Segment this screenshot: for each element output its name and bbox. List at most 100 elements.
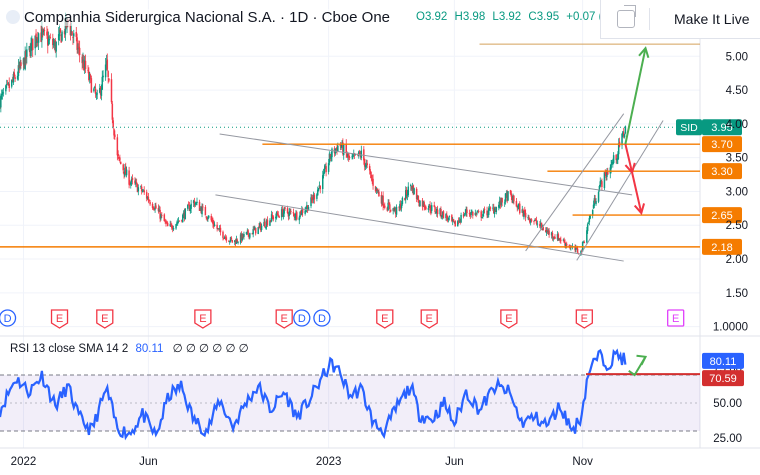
candle-body-39: [43, 30, 46, 31]
candle-body-227: [264, 226, 267, 228]
candle-body-16: [17, 65, 20, 77]
candle-body-84: [96, 93, 98, 95]
candle-body-63: [72, 37, 74, 38]
candle-body-175: [204, 206, 207, 216]
candle-body-188: [218, 228, 221, 230]
candle-body-231: [270, 220, 272, 222]
candle-body-449: [524, 212, 527, 218]
candle-body-434: [507, 191, 509, 201]
candle-body-264: [307, 207, 310, 211]
candle-body-80: [93, 88, 95, 92]
candle-body-130: [151, 203, 154, 209]
make-it-live-button[interactable]: Make It Live: [600, 0, 760, 39]
candle-body-309: [360, 150, 363, 158]
candle-body-450: [527, 216, 529, 219]
candle-body-125: [145, 192, 148, 199]
candle-body-265: [310, 197, 312, 207]
candle-body-451: [528, 216, 530, 218]
time-tick-4: Nov: [572, 456, 593, 468]
dividend-marker-label-0: D: [4, 313, 12, 325]
candle-body-294: [342, 144, 345, 156]
rsi-legend: RSI 13 close SMA 14 2 80.11 ∅ ∅ ∅ ∅ ∅ ∅: [10, 341, 249, 355]
candle-body-180: [210, 215, 213, 221]
earnings-marker-11: [667, 309, 685, 327]
candle-body-96: [111, 103, 114, 120]
candle-body-260: [304, 210, 306, 214]
candle-body-112: [130, 182, 132, 185]
candle-body-214: [249, 233, 251, 238]
candle-body-433: [506, 193, 508, 202]
candle-body-239: [278, 216, 280, 218]
candle-body-272: [317, 188, 320, 191]
candle-body-456: [534, 220, 536, 221]
candle-body-33: [36, 37, 39, 41]
candle-body-354: [413, 188, 415, 195]
candle-body-254: [296, 212, 298, 220]
candle-body-387: [452, 219, 455, 222]
candle-body-43: [48, 39, 51, 41]
earnings-marker-label-9: E: [505, 313, 512, 325]
candle-body-79: [90, 78, 93, 93]
candle-body-183: [213, 223, 215, 227]
candle-body-380: [445, 214, 447, 219]
candle-body-290: [339, 144, 342, 147]
candle-body-448: [524, 209, 526, 213]
candle-body-284: [331, 148, 333, 158]
candle-body-83: [95, 94, 98, 96]
candle-body-207: [241, 233, 244, 241]
candle-body-230: [269, 220, 271, 226]
divider: [649, 8, 650, 30]
candle-body-396: [463, 214, 466, 216]
candle-body-22: [24, 51, 26, 70]
candle-body-444: [519, 203, 521, 214]
earnings-marker-label-4: E: [281, 313, 288, 325]
candle-body-325: [380, 194, 383, 204]
candle-body-478: [559, 238, 561, 240]
candle-body-201: [234, 241, 237, 244]
axes: 3.70 3.30 2.65 2.18 SID 3.95 5.00 4.50 4.00 3.50 3…: [11, 51, 748, 468]
candle-body-416: [487, 214, 489, 215]
candle-body-523: [612, 162, 614, 164]
candle-body-296: [346, 153, 348, 157]
candle-body-418: [488, 207, 491, 209]
candle-body-266: [311, 197, 313, 200]
candle-body-17: [18, 65, 21, 69]
candle-body-360: [421, 200, 424, 207]
candle-body-402: [470, 211, 472, 215]
candle-body-72: [83, 60, 85, 71]
chart-title[interactable]: Companhia Siderurgica Nacional S.A. · 1D…: [24, 9, 391, 26]
candle-body-245: [286, 208, 289, 214]
candle-body-174: [202, 206, 204, 208]
candle-body-346: [404, 190, 407, 200]
candle-body-178: [207, 218, 209, 220]
candle-body-534: [624, 126, 627, 134]
candle-body-426: [498, 200, 501, 206]
candle-body-359: [419, 200, 421, 207]
candle-body-435: [509, 190, 512, 194]
candle-body-329: [384, 205, 386, 208]
candle-body-408: [477, 211, 479, 213]
candle-body-216: [252, 229, 254, 235]
level-tag-3.70: 3.70: [711, 139, 732, 151]
price-tick-2: 4.00: [726, 119, 748, 131]
candle-body-378: [441, 211, 444, 217]
candle-body-270: [316, 194, 318, 199]
candle-body-391: [457, 220, 460, 222]
candle-body-241: [281, 208, 284, 217]
candle-body-118: [136, 184, 139, 193]
candle-body-273: [318, 185, 321, 188]
candle-body-352: [411, 186, 414, 190]
price-tick-7: 1.50: [726, 288, 748, 300]
candle-body-289: [337, 145, 339, 152]
candle-body-62: [71, 31, 73, 36]
candle-body-66: [76, 37, 78, 50]
candle-body-400: [468, 213, 471, 215]
level-tag-2.65: 2.65: [711, 210, 732, 222]
candle-body-42: [47, 38, 50, 45]
candle-body-78: [89, 75, 92, 77]
candle-body-429: [501, 197, 503, 203]
dividend-marker-label-5: D: [298, 313, 306, 325]
candle-body-92: [106, 59, 109, 70]
